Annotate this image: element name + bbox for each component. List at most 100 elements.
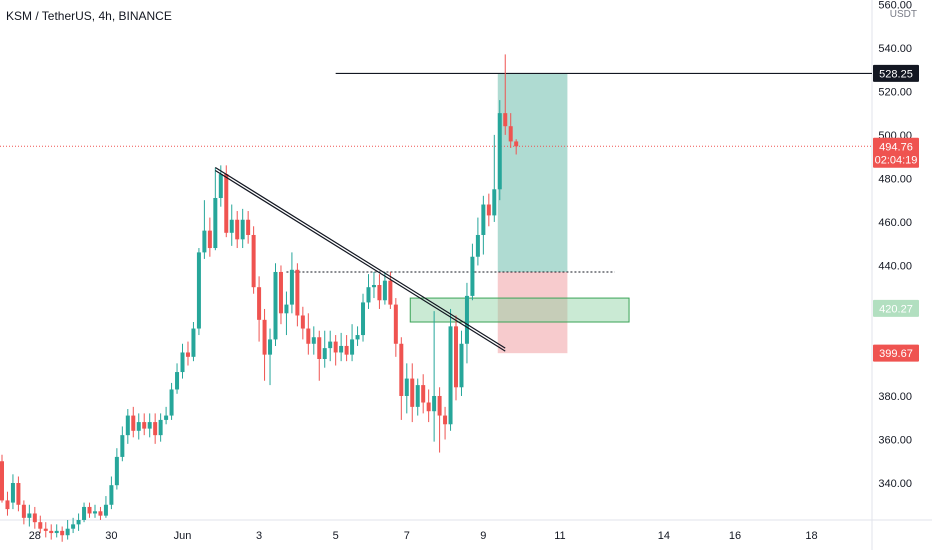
candle-body [229,219,234,233]
candle-body [426,402,431,412]
candle-body [213,197,218,249]
candle-body [158,419,163,436]
candle-body [268,339,273,355]
candle-body [164,415,169,420]
candle-body [21,504,26,518]
stop-price-label-bg [873,344,919,362]
candle-body [235,219,240,240]
candle-body [180,352,185,373]
y-tick-label: 540.00 [878,43,912,55]
candle-body [404,378,409,396]
candle-body [448,326,453,425]
candle-body [82,506,87,520]
candle-body [153,422,158,436]
x-tick-label: 18 [805,530,817,542]
candle-body [437,395,442,416]
resistance-price-label: 528.25 [879,68,913,80]
y-tick-label: 380.00 [878,391,912,403]
candle-body [300,315,305,329]
candle-body [311,337,316,344]
candle-body [76,520,81,525]
x-tick-label: 30 [105,530,117,542]
candle-body [486,204,491,216]
candle-body [514,141,519,147]
candle-body [43,528,48,531]
candle-body [492,189,497,216]
candle-body [382,280,387,301]
candle-body [410,378,415,407]
candle-body [284,304,289,314]
candle-body [289,269,294,305]
candle-body [54,530,59,534]
axis-unit: USDT [890,9,917,20]
candle-body [366,287,371,303]
candle-body [125,415,130,436]
x-tick-label: 16 [729,530,741,542]
candle-body [218,174,223,198]
candle-body [333,341,338,353]
candle-body [114,456,119,486]
long-position-target-zone [497,73,568,272]
candle-body [443,415,448,425]
candle-body [71,524,76,529]
candle-body [38,522,43,529]
trendline-lower [215,170,506,352]
candle-body [240,219,245,240]
candle-body [497,113,502,190]
candle-body [202,230,207,253]
candle-body [185,352,190,357]
candle-body [459,343,464,388]
candle-body [344,345,349,355]
candle-body [191,328,196,357]
candle-body [464,295,469,344]
y-tick-label: 440.00 [878,260,912,272]
candle-body [98,511,103,516]
candle-body [355,335,360,340]
x-tick-label: 5 [333,530,339,542]
candle-body [92,511,97,514]
x-tick-label: 9 [480,530,486,542]
candle-body [87,506,92,514]
candle-body [5,500,10,510]
candle-body [169,389,174,416]
candle-body [481,204,486,235]
candle-body [0,461,4,501]
candle-body [262,319,267,355]
candle-body [377,285,382,301]
candle-body [257,287,262,320]
candle-body [27,513,32,518]
candle-body [454,326,459,388]
candle-body [147,422,152,429]
candle-body [120,435,125,457]
long-position-stop-zone [497,271,568,354]
candle-body [393,304,398,344]
candle-body [278,271,283,314]
candle-body [273,271,278,340]
y-tick-label: 360.00 [878,434,912,446]
y-tick-label: 560.00 [878,0,912,11]
candle-body [432,395,437,412]
candle-body [10,483,15,503]
trendline-upper [215,167,506,349]
y-tick-label: 340.00 [878,478,912,490]
x-tick-label: 14 [658,530,670,542]
last-price-label-countdown: 02:04:19 [875,154,918,166]
candle-body [361,302,366,336]
candle-body [475,234,480,257]
candle-body [350,339,355,355]
candle-body [339,345,344,353]
x-tick-label: Jun [174,530,192,542]
candle-body [224,174,229,233]
candle-body [508,126,513,142]
y-tick-label: 460.00 [878,217,912,229]
candle-body [207,230,212,249]
candle-body [322,348,327,359]
candle-body [421,385,426,403]
candle-body [306,328,311,344]
last-price-label: 494.76 [879,141,913,153]
candle-body [415,385,420,407]
candle-body [103,504,108,516]
candle-body [175,372,180,390]
candle-body [16,483,21,505]
